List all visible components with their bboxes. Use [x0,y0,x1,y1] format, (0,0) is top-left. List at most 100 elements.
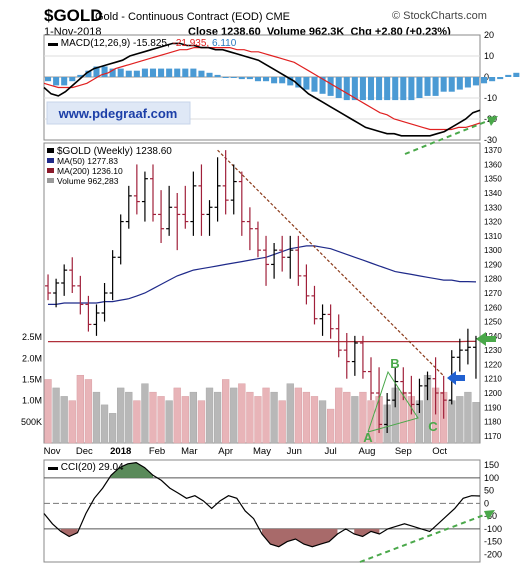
price-legend-swatch [47,168,54,173]
volume-bar [149,391,157,444]
x-axis-label: Jun [287,446,302,457]
macd-histogram-bar [489,77,496,82]
macd-histogram-bar [182,68,189,77]
price-tick-label: 1370 [484,146,502,155]
volume-bar [173,387,181,444]
price-bar [287,235,294,279]
macd-trend-arrow [404,117,496,155]
price-bar [311,285,318,325]
price-bar [432,357,439,415]
cci-tick-label: 0 [484,498,489,508]
macd-histogram-bar [295,77,302,88]
price-bar [303,264,310,305]
price-bar [351,335,358,376]
green-arrow [476,332,496,346]
price-bar [166,185,173,236]
price-bar [392,367,399,408]
volume-bar [351,396,359,444]
price-bar [158,190,165,243]
cci-oversold-fill [354,528,380,537]
price-tick-label: 1190 [484,403,502,412]
x-axis-label: 2018 [110,446,131,457]
price-bar [222,150,229,215]
volume-bar [141,383,149,444]
volume-bar [254,396,262,444]
volume-bar [343,391,351,444]
price-bar [125,185,132,229]
macd-histogram-bar [117,68,124,77]
volume-bar [157,396,165,444]
volume-bar [205,387,214,444]
volume-bar [359,391,367,444]
macd-histogram-bar [222,77,229,78]
price-legend-swatch [47,148,54,153]
price-bar [238,171,245,236]
watermark-text: www.pdegraaf.com [58,106,178,121]
cci-tick-label: 150 [484,460,499,470]
x-axis-label: Mar [181,446,197,457]
macd-histogram-bar [303,77,310,90]
macd-signal-line [43,46,481,131]
price-legend-swatch [47,158,54,163]
price-bar [327,304,334,339]
price-bar [319,304,326,336]
volume-bar [448,400,456,444]
cci-panel [43,459,481,563]
volume-tick-label: 2.5M [22,332,42,342]
macd-tick-label: -10 [484,93,497,103]
volume-bar [302,391,311,444]
macd-histogram-bar [271,77,278,84]
x-axis-label: Dec [76,446,93,457]
price-bar [69,257,76,293]
price-legend-label: Volume 962,283 [57,176,119,186]
cci-oversold-fill [262,528,338,547]
price-bar [464,328,471,365]
macd-histogram-bar [174,68,181,77]
price-bar [198,164,205,236]
volume-bar [310,396,319,444]
price-tick-label: 1310 [484,232,502,241]
price-bar [190,171,197,236]
volume-bar [456,396,464,444]
watermark-box [46,101,191,125]
macd-histogram-bar [53,77,60,86]
price-tick-label: 1210 [484,375,502,384]
macd-histogram-bar [287,77,294,86]
cci-tick-label: -100 [484,524,502,534]
macd-histogram-bar [206,72,213,77]
macd-histogram-bar [384,77,391,101]
volume-bar [84,379,93,444]
price-bar [109,250,116,301]
macd-histogram-bar [400,77,407,101]
macd-histogram-bar [481,77,488,84]
volume-bar [197,400,206,444]
annotation-a: A [363,430,373,445]
macd-histogram-bar [497,77,504,80]
macd-tick-label: 20 [484,30,494,40]
volume-bar [262,387,270,444]
macd-histogram-bar [464,77,471,88]
macd-histogram-bar [61,77,68,86]
macd-histogram-bar [109,68,116,77]
x-axis-label: Jul [325,446,337,457]
abc-triangle [367,370,419,433]
macd-histogram-bar [93,66,100,77]
macd-tick-label: 10 [484,51,494,61]
macd-histogram-bar [335,77,342,98]
macd-histogram-bar [408,77,415,101]
macd-histogram-bar [448,77,455,92]
macd-histogram-bar [392,77,399,101]
instrument-name: Gold - Continuous Contract (EOD) CME [95,11,291,23]
volume-bar [68,400,76,444]
cci-legend-label: ▬ CCI(20) 29.04 [48,462,124,473]
macd-histogram-bar [513,72,520,77]
cci-trend-arrow [359,511,493,563]
volume-bar [278,400,286,444]
macd-histogram-bar [230,77,237,78]
volume-bar [76,374,84,444]
volume-bar [464,391,472,444]
macd-histogram-bar [141,68,148,77]
annotation-b: B [390,356,399,371]
macd-legend-label: ▬ MACD(12,26,9) -15.825, -21.935, 6.110 [48,38,237,49]
macd-histogram-bar [505,74,512,77]
